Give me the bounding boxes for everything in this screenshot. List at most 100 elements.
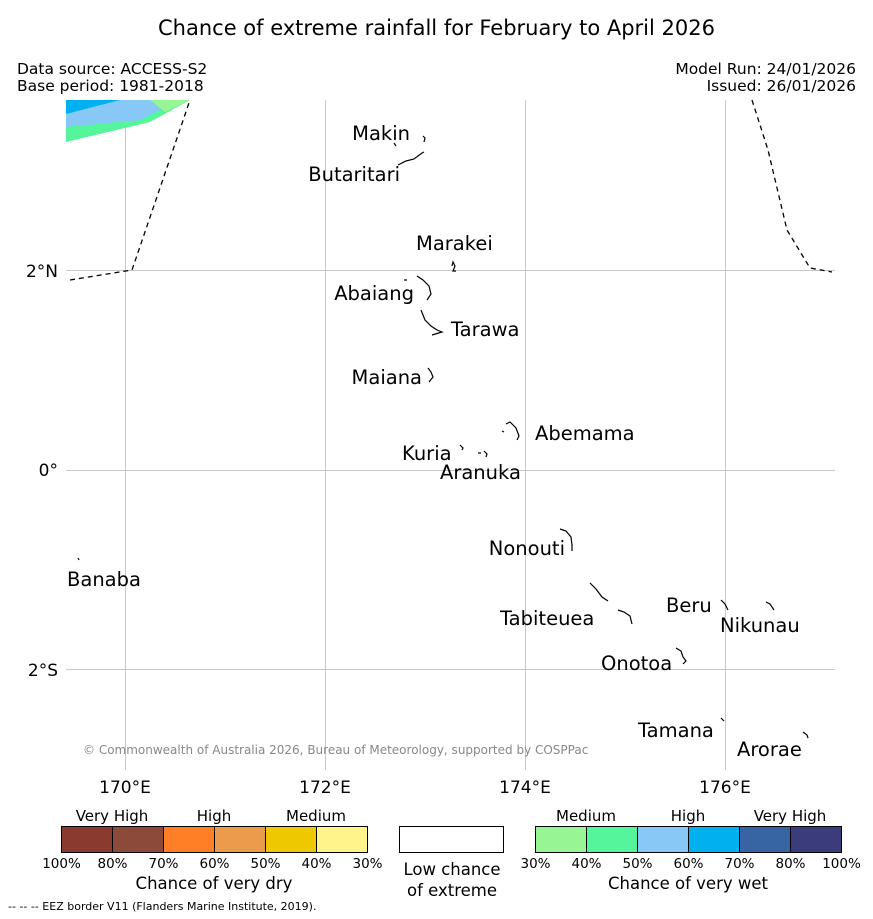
island-label-kuria: Kuria [402,442,452,465]
low-chance-swatch [399,826,504,853]
eez-footnote: -- -- -- EEZ border V11 (Flanders Marine… [8,900,317,913]
wet-tick-labels: 30% 40% 50% 60% 70% 80% 100% [520,856,860,872]
island-shape-tarawa [420,309,444,336]
island-shape-makin-islet [393,142,397,147]
island-label-arorae: Arorae [737,738,802,761]
island-shape-tamana [720,717,725,722]
dry-swatch-0 [61,826,113,853]
base-period-text: Base period: 1981-2018 [17,77,204,95]
island-label-marakei: Marakei [416,232,493,255]
island-label-maiana: Maiana [352,366,422,389]
shading-light-blue [66,100,180,127]
eez-border-east [751,99,833,273]
island-shape-aranuka [478,450,488,458]
wet-tick-6: 100% [822,856,861,872]
island-labels: Makin Butaritari Marakei Abaiang Tarawa Maian… [67,122,802,761]
island-label-tamana: Tamana [637,719,714,742]
dry-cat-medium: Medium [286,807,346,825]
island-label-nikunau: Nikunau [720,614,800,637]
island-label-banaba: Banaba [67,568,141,591]
wet-tick-2: 50% [622,856,652,872]
island-label-nonouti: Nonouti [489,537,565,560]
wet-tick-0: 30% [520,856,550,872]
data-source-text: Data source: ACCESS-S2 [17,60,208,78]
dry-swatch-2 [163,826,215,853]
wet-swatch-5 [790,826,842,853]
eez-border [69,99,833,281]
island-shape-tabiteuea [589,582,633,625]
graticule [66,100,835,770]
dry-colorbar [61,826,368,853]
island-label-abemama: Abemama [535,422,635,445]
island-label-beru: Beru [666,594,712,617]
dry-tick-0: 100% [42,856,81,872]
island-label-abaiang: Abaiang [334,282,414,305]
dry-tick-5: 40% [301,856,331,872]
wet-swatch-0 [535,826,587,853]
island-shape-makin [422,135,426,143]
island-shape-abemama-islet [501,430,505,433]
wet-legend: Medium High Very High 30% 40% 50% 60% 70% 80%… [520,807,860,893]
island-label-tarawa: Tarawa [450,318,520,341]
island-shape-kuria [459,444,464,451]
wet-cat-very-high: Very High [754,807,827,825]
island-shape-onotoa [675,647,687,665]
dry-swatch-5 [316,826,368,853]
dry-tick-labels: 100% 80% 70% 60% 50% 40% 30% [42,856,382,872]
eez-border-west [69,99,191,281]
island-label-tabiteuea: Tabiteuea [499,607,594,630]
shading-blue [66,100,120,114]
dry-cat-high: High [197,807,231,825]
island-outlines [77,135,809,739]
dry-swatch-3 [214,826,266,853]
issued-date-text: Issued: 26/01/2026 [706,77,856,95]
wet-tick-3: 60% [673,856,703,872]
model-run-text: Model Run: 24/01/2026 [675,60,856,78]
island-shape-arorae [802,731,809,739]
low-chance-legend: Low chance of extreme [399,826,504,900]
dry-cat-very-high: Very High [76,807,149,825]
island-label-butaritari: Butaritari [308,163,400,186]
wet-cat-high: High [671,807,705,825]
map-title: Chance of extreme rainfall for February … [158,16,715,40]
dry-tick-4: 50% [250,856,280,872]
wet-legend-title: Chance of very wet [608,874,769,893]
lat-label-0: 0° [39,461,58,481]
island-label-aranuka: Aranuka [440,461,521,484]
dry-tick-6: 30% [352,856,382,872]
dry-tick-3: 60% [199,856,229,872]
wet-tick-4: 70% [724,856,754,872]
wet-swatch-4 [739,826,791,853]
wet-tick-5: 80% [775,856,805,872]
lon-label-176e: 176°E [699,778,751,798]
lon-label-174e: 174°E [499,778,551,798]
low-chance-line1: Low chance [403,860,500,879]
shading-pale-green [150,100,190,112]
dry-legend-title: Chance of very dry [136,874,293,893]
island-shape-butaritari [397,151,425,166]
island-shape-abaiang [416,275,432,301]
wet-swatch-2 [637,826,689,853]
lon-label-170e: 170°E [99,778,151,798]
wet-cat-medium: Medium [556,807,616,825]
dry-swatch-4 [265,826,317,853]
island-shape-nonouti [559,528,573,551]
island-shape-maiana [427,367,434,383]
low-chance-line2: of extreme [407,881,497,900]
wet-chance-shading [66,100,190,142]
dry-legend: Very High High Medium 100% 80% 70% 60% 50% 40… [42,807,382,893]
island-label-onotoa: Onotoa [601,652,672,675]
wet-swatch-1 [586,826,638,853]
wet-colorbar [535,826,842,853]
dry-tick-1: 80% [97,856,127,872]
island-shape-beru [720,599,729,611]
lat-label-2n: 2°N [26,262,58,282]
wet-tick-1: 40% [571,856,601,872]
island-shape-marakei [451,260,456,272]
wet-swatch-3 [688,826,740,853]
dry-swatch-1 [112,826,164,853]
copyright-notice: © Commonwealth of Australia 2026, Bureau… [83,743,588,757]
lat-label-2s: 2°S [28,661,58,681]
dry-tick-2: 70% [148,856,178,872]
